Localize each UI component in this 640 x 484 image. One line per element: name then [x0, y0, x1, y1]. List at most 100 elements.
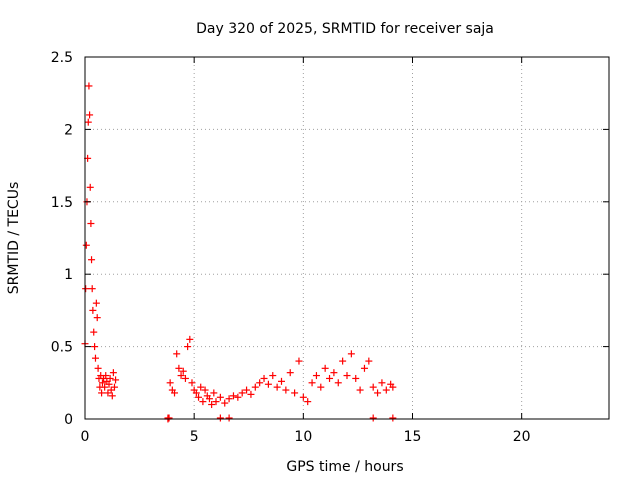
data-point	[312, 372, 320, 380]
data-point	[86, 111, 94, 119]
data-point-zero	[225, 414, 233, 422]
data-point	[98, 379, 106, 387]
y-tick-label: 2	[64, 122, 73, 138]
data-point	[166, 379, 174, 387]
grid-layer	[85, 57, 609, 419]
data-point	[225, 395, 233, 403]
data-point	[321, 364, 329, 372]
x-axis-label: GPS time / hours	[286, 459, 403, 475]
data-point	[243, 386, 251, 394]
data-point	[264, 380, 272, 388]
data-point	[184, 343, 192, 351]
data-point	[286, 369, 294, 377]
data-point	[205, 395, 213, 403]
data-point	[238, 389, 246, 397]
x-tick-label: 20	[513, 429, 531, 445]
data-point	[98, 389, 106, 397]
data-point	[378, 379, 386, 387]
data-point	[108, 392, 116, 400]
data-point	[291, 389, 299, 397]
data-point	[110, 383, 118, 391]
data-point	[299, 393, 307, 401]
data-point	[339, 357, 347, 365]
data-point-zero	[216, 414, 224, 422]
data-point	[356, 386, 364, 394]
points-layer	[81, 82, 397, 423]
data-point	[247, 390, 255, 398]
data-point	[188, 379, 196, 387]
x-tick-label: 15	[404, 429, 422, 445]
data-point	[352, 374, 360, 382]
data-point	[92, 299, 100, 307]
data-point	[85, 82, 93, 90]
data-point	[186, 335, 194, 343]
data-point	[365, 357, 373, 365]
data-point	[369, 383, 377, 391]
data-point	[308, 379, 316, 387]
data-point	[94, 364, 102, 372]
data-point	[278, 377, 285, 385]
y-tick-label: 1	[64, 267, 73, 283]
data-point	[101, 383, 109, 391]
data-point	[273, 383, 281, 391]
data-point	[221, 399, 229, 407]
data-point	[326, 374, 334, 382]
data-point	[229, 392, 237, 400]
data-point	[282, 386, 290, 394]
data-point	[199, 398, 207, 406]
data-point	[181, 374, 189, 382]
data-point-zero	[389, 414, 397, 422]
data-point	[374, 389, 382, 397]
data-point	[295, 357, 303, 365]
data-point	[177, 372, 185, 380]
data-point	[260, 374, 268, 382]
data-point	[171, 389, 179, 397]
data-point	[93, 314, 101, 322]
data-point	[212, 398, 220, 406]
data-point	[360, 364, 368, 372]
data-point	[330, 369, 338, 377]
data-point	[102, 372, 110, 380]
data-point	[208, 401, 216, 409]
x-tick-label: 5	[190, 429, 199, 445]
data-point	[269, 372, 277, 380]
data-point	[192, 389, 200, 397]
data-point	[82, 241, 90, 249]
data-point	[317, 383, 325, 391]
data-point	[109, 369, 117, 377]
data-point	[343, 372, 351, 380]
data-point	[216, 393, 224, 401]
x-tick-label: 0	[81, 429, 90, 445]
data-point	[389, 383, 397, 391]
data-point	[105, 380, 113, 388]
data-point	[88, 256, 96, 264]
data-point	[173, 350, 181, 358]
data-point	[112, 376, 120, 384]
data-point	[88, 285, 96, 293]
chart-title: Day 320 of 2025, SRMTID for receiver saj…	[196, 21, 494, 37]
data-point	[106, 374, 114, 382]
y-tick-label: 1.5	[51, 195, 73, 211]
data-point	[256, 379, 264, 387]
data-point	[304, 398, 312, 406]
data-point	[251, 383, 259, 391]
data-point	[89, 306, 97, 314]
ticks-layer: 0 0.5 1 1.5 2 2.5 0 5 10 15 20	[51, 50, 609, 445]
data-point-zero	[165, 414, 173, 422]
data-point	[86, 183, 94, 191]
data-point	[87, 220, 95, 228]
data-point	[82, 285, 90, 293]
data-point	[234, 393, 242, 401]
data-point	[175, 364, 183, 372]
data-point	[84, 118, 92, 126]
x-tick-label: 10	[294, 429, 312, 445]
data-point-zero	[369, 414, 377, 422]
data-point	[91, 343, 99, 351]
y-tick-label: 0	[64, 412, 73, 428]
data-point	[197, 383, 205, 391]
y-tick-label: 0.5	[51, 340, 73, 356]
data-point	[91, 354, 99, 362]
data-point	[382, 386, 390, 394]
